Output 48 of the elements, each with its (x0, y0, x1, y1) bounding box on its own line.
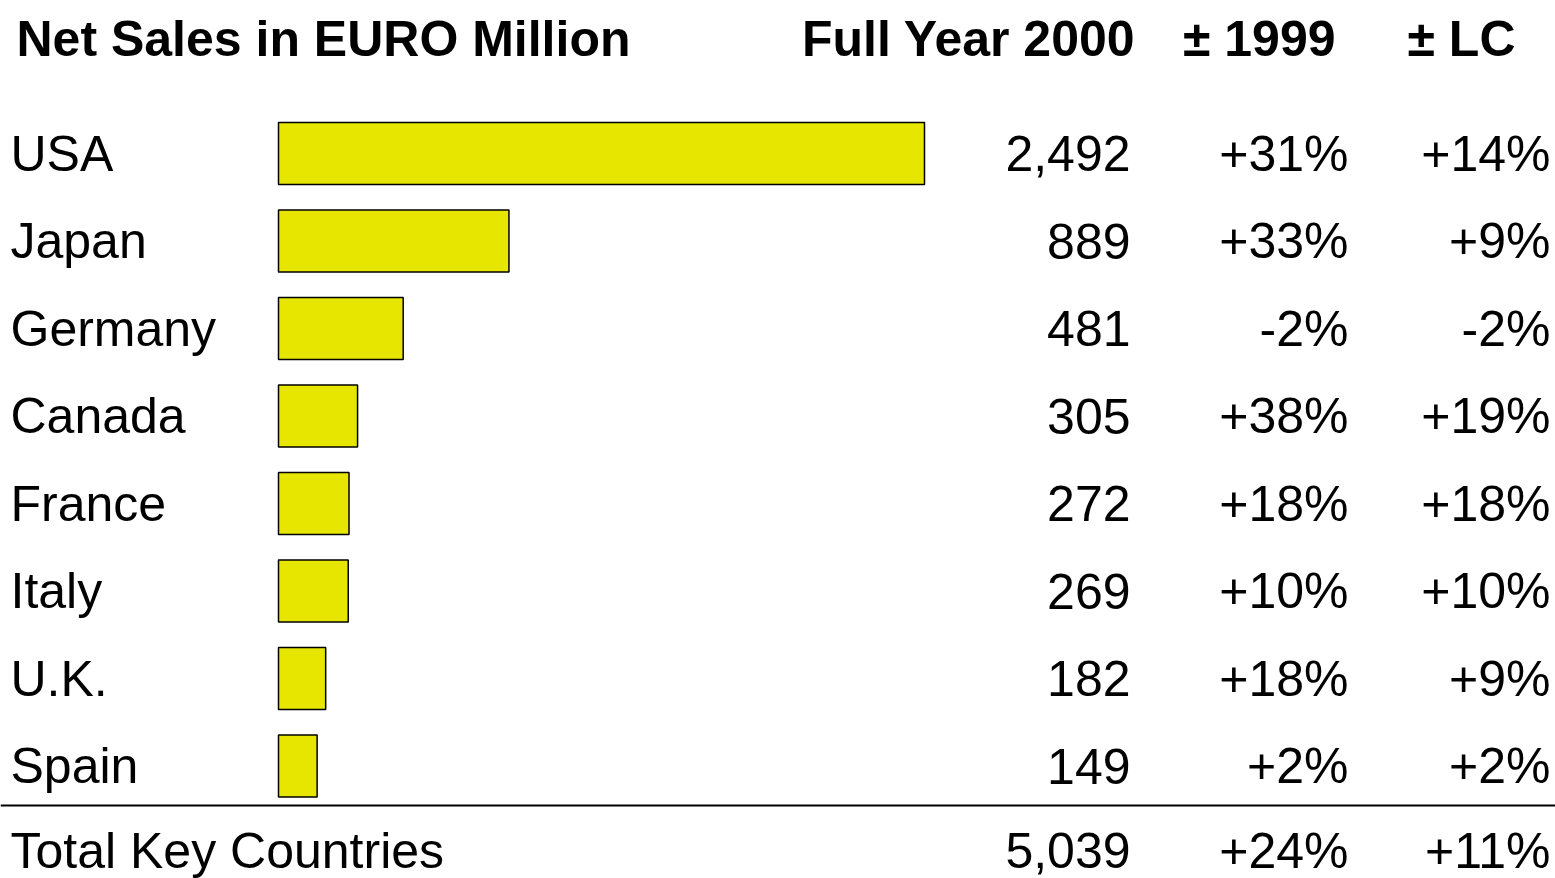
text: +33% (1219, 213, 1349, 269)
y-tick-label: USA (10, 125, 114, 182)
text: +2% (1449, 738, 1551, 794)
y-tick-label: Italy (10, 563, 103, 619)
chart-title: Net Sales in EURO Million (16, 10, 631, 67)
data-label: 269 (1047, 563, 1131, 620)
text: 5,039 (1005, 823, 1131, 878)
text: Full Year 2000 (801, 10, 1135, 67)
text: +9% (1449, 213, 1551, 269)
y-tick-label: Spain (10, 738, 139, 794)
text: Total Key Countries (10, 822, 445, 878)
data-label: 481 (1047, 301, 1131, 357)
text: +10% (1421, 563, 1551, 619)
bar (277, 646, 327, 711)
data-label: 149 (1047, 738, 1131, 795)
data-label: 272 (1047, 476, 1131, 532)
text: +11% (1424, 822, 1551, 878)
text: +10% (1219, 563, 1349, 619)
bar (277, 121, 926, 186)
text: +38% (1219, 388, 1349, 444)
y-tick-label: U.K. (10, 650, 108, 707)
bar (277, 734, 318, 798)
data-label: 182 (1047, 651, 1131, 707)
data-label: 2,492 (1005, 126, 1131, 182)
text: +2% (1247, 738, 1349, 794)
bar (277, 471, 350, 536)
text: -2% (1461, 300, 1551, 357)
data-label: 889 (1047, 213, 1131, 270)
text: +18% (1421, 475, 1551, 532)
bar (277, 296, 404, 361)
text: +19% (1421, 388, 1551, 444)
text: +18% (1219, 475, 1349, 532)
bar (277, 384, 359, 448)
y-tick-label: Canada (10, 388, 186, 444)
data-label: 305 (1047, 388, 1131, 445)
y-tick-label: France (10, 475, 167, 532)
y-tick-label: Germany (10, 300, 217, 357)
text: +14% (1421, 125, 1551, 182)
text: +9% (1449, 650, 1551, 707)
bar (277, 559, 349, 623)
text: ± 1999 (1182, 10, 1336, 67)
text: ± LC (1407, 10, 1516, 67)
text: +18% (1219, 650, 1349, 707)
text: +31% (1219, 125, 1349, 182)
text: +24% (1219, 822, 1349, 878)
text: -2% (1259, 300, 1349, 357)
y-tick-label: Japan (10, 213, 147, 269)
bar (277, 209, 510, 273)
